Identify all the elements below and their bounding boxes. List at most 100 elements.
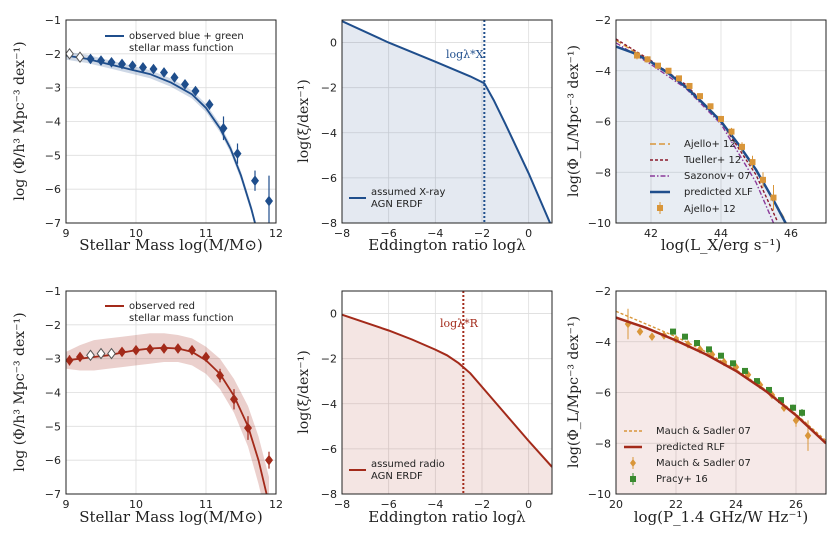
ajello-data-point (739, 143, 745, 150)
legend-marker-square (657, 205, 663, 211)
y-tick-label: −7 (45, 488, 61, 501)
pracy-data-point (790, 404, 796, 411)
pracy-data-point (766, 386, 772, 393)
legend-text-5: Ajello+ 12 (684, 204, 736, 215)
x-tick-label: −6 (381, 498, 397, 511)
legend-text-1: assumed radio (371, 459, 445, 470)
y-tick-label: −7 (45, 217, 61, 230)
y-tick-label: −6 (321, 443, 337, 456)
x-tick-label: 24 (729, 498, 743, 511)
legend-text-2: AGN ERDF (371, 471, 423, 482)
panel-red-smf: 9 10 11 12 −7 −6 −5 −4 −3 −2 −1 Stellar Mass log(M… (12, 285, 283, 526)
data-point (160, 343, 168, 354)
y-tick-label: −4 (595, 65, 611, 78)
y-axis-label: log(ξ/dex⁻¹) (296, 79, 312, 162)
plot-frame (65, 19, 277, 224)
legend-text-1: Ajello+ 12 (684, 139, 736, 150)
x-tick-label: 46 (784, 227, 798, 240)
x-tick-label: 10 (129, 227, 143, 240)
y-tick-label: −4 (321, 127, 337, 140)
y-tick-label: −8 (321, 488, 337, 501)
x-tick-label: 42 (644, 227, 658, 240)
tick-labels: 9 10 11 12 −7 −6 −5 −4 −3 −2 −1 (45, 285, 283, 511)
legend-text-1: assumed X-ray (371, 187, 446, 198)
y-tick-label: −4 (45, 387, 61, 400)
ajello-data-point (760, 176, 766, 183)
plot-marks (616, 38, 791, 223)
panel-xlf: 42 44 46 −10 −8 −6 −4 −2 log(L_X/erg s⁻¹) log(Φ… (566, 14, 827, 254)
legend: Mauch & Sadler 07 predicted RLF Mauch & … (624, 426, 751, 485)
ajello-data-point (707, 103, 714, 110)
data-point-open (86, 349, 95, 362)
x-tick-label: −2 (474, 227, 490, 240)
data-point (76, 351, 84, 363)
legend-text-3: Sazonov+ 07 (684, 171, 751, 182)
panel-blue-smf: 9 10 11 12 −7 −6 −5 −4 −3 −2 −1 Stellar Mass log(M… (12, 14, 283, 254)
tick-labels: −8 −6 −4 −2 0 −8 −6 −4 −2 0 (321, 308, 532, 511)
y-tick-label: −8 (595, 166, 611, 179)
data-point (118, 346, 126, 358)
plot-frame (341, 19, 553, 224)
ajello-data-point (770, 194, 777, 201)
data-point (117, 58, 127, 70)
mauch-data-point (636, 327, 644, 336)
y-tick-label: −4 (45, 116, 61, 129)
ajello-data-point (697, 93, 703, 100)
legend-marker-diamond (630, 459, 636, 467)
data-point-open (107, 347, 116, 360)
pracy-data-point (670, 328, 676, 335)
data-point (219, 122, 228, 134)
plot-marks (342, 20, 552, 223)
x-tick-label: 20 (609, 498, 623, 511)
mauch-data-point (648, 332, 656, 342)
y-axis-label: log(Φ_L/Mpc⁻³ dex⁻¹) (566, 45, 582, 197)
x-tick-label: 9 (63, 227, 70, 240)
y-tick-label: −8 (595, 437, 611, 450)
panel-radio-erdf: −8 −6 −4 −2 0−8−6−4−20 Eddington ratio logλ … (296, 290, 553, 526)
y-tick-label: −2 (45, 319, 61, 332)
lambda-star-annotation: logλ*R (440, 317, 479, 330)
y-tick-label: −2 (595, 285, 611, 298)
legend-text-1: observed blue + green (129, 31, 244, 42)
x-tick-label: 12 (269, 227, 283, 240)
y-tick-label: 0 (330, 37, 337, 50)
legend-text-2: AGN ERDF (371, 199, 423, 210)
legend-text-2: predicted RLF (656, 442, 725, 453)
tick-labels: −8 −6 −4 −2 0 −8 −6 −4 −2 0 (321, 37, 532, 240)
x-axis-label: Stellar Mass log(M/M⊙) (79, 508, 263, 526)
x-axis-label: log(P_1.4 GHz/W Hz⁻¹) (634, 508, 808, 526)
plot-frame (65, 290, 277, 495)
panel-xray-erdf: −8 −6 −4 −2 0−8−6−4−20 Eddington ratio logλ … (296, 19, 553, 254)
data-point (202, 351, 210, 363)
y-tick-label: −10 (588, 217, 611, 230)
plot-frame (615, 290, 827, 495)
x-tick-label: 22 (669, 498, 683, 511)
legend-text-1: observed red (129, 301, 195, 312)
y-axis-label: log (Φ/h³ Mpc⁻³ dex⁻¹) (12, 312, 28, 471)
x-tick-label: 11 (199, 498, 213, 511)
ajello-data-point (634, 52, 640, 59)
data-point (205, 99, 214, 110)
legend: observed red stellar mass function (105, 301, 234, 324)
x-tick-label: −6 (381, 227, 397, 240)
y-tick-label: −5 (45, 149, 61, 162)
pracy-data-point (682, 333, 688, 340)
y-axis-label: log(ξ/dex⁻¹) (296, 350, 312, 433)
plot-frame (341, 290, 553, 495)
data-point (174, 343, 182, 354)
y-tick-label: −4 (321, 398, 337, 411)
x-tick-label: −8 (334, 227, 350, 240)
data-point (191, 85, 200, 97)
plot-area (342, 20, 552, 223)
ajello-data-point (686, 82, 693, 89)
legend-text-4: Pracy+ 16 (656, 474, 708, 485)
y-tick-label: −1 (45, 14, 61, 27)
plot-frame (615, 19, 827, 224)
y-tick-label: −2 (595, 14, 611, 27)
data-point (265, 195, 273, 207)
data-point (230, 393, 238, 405)
predicted-rlf-line (616, 316, 826, 445)
data-point (107, 56, 116, 68)
legend-text-1: Mauch & Sadler 07 (656, 426, 751, 437)
data-point (160, 67, 168, 78)
